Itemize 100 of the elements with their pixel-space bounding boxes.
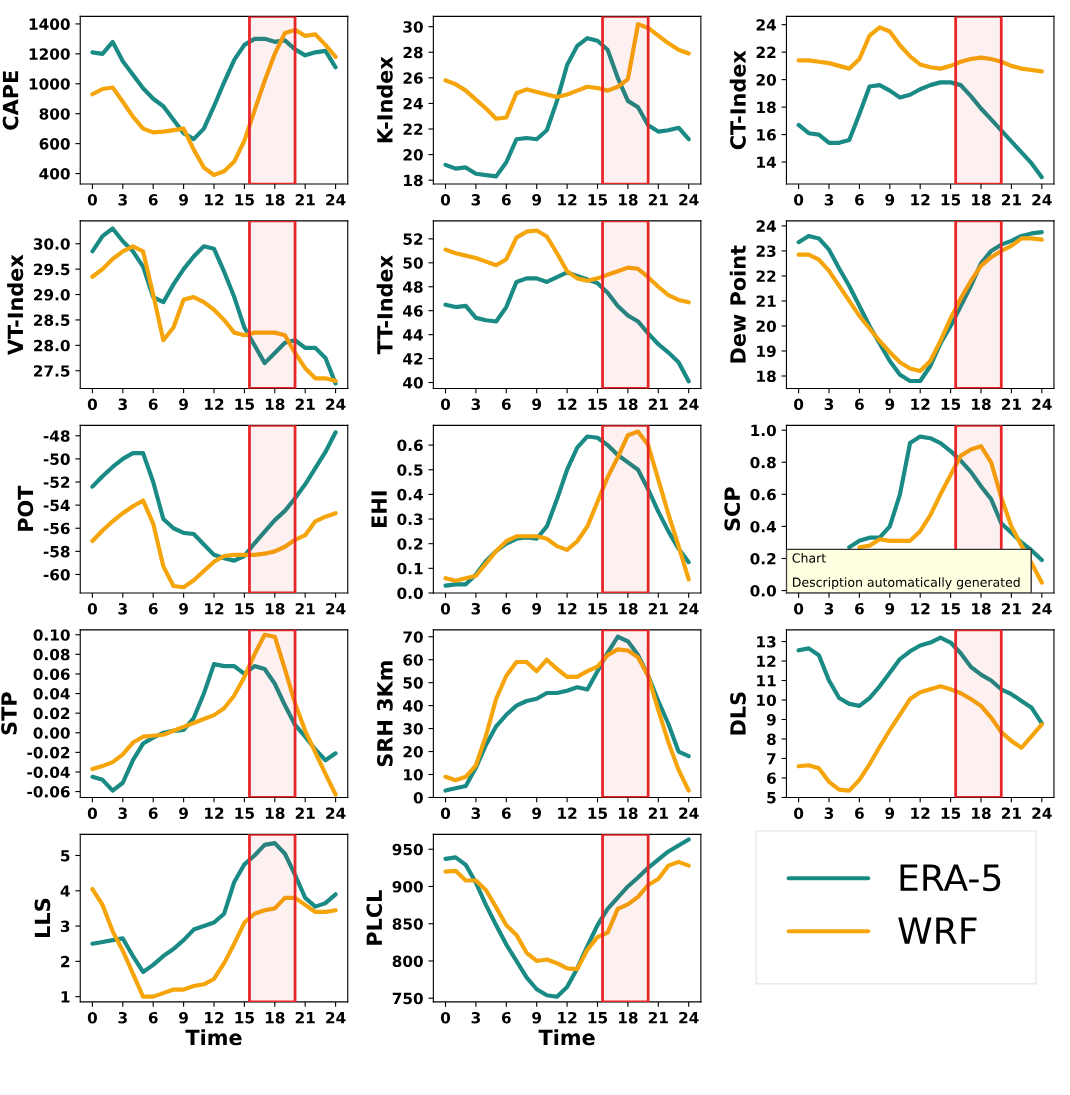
x-tick-label: 3 [471, 194, 481, 206]
y-axis-title: STP [1, 692, 17, 735]
y-tick-label: 0.5 [397, 464, 423, 476]
y-tick-label: 22 [403, 123, 423, 135]
x-tick-label: 21 [1001, 194, 1021, 206]
x-tick-label: 15 [941, 807, 961, 819]
y-axis-title: PLCL [366, 890, 383, 945]
y-tick-label: 0.00 [33, 727, 70, 739]
y-tick-label: 28.0 [34, 339, 70, 352]
x-tick-label: 24 [679, 194, 699, 206]
x-tick-label: 15 [235, 603, 254, 615]
x-tick-label: 3 [824, 398, 834, 411]
x-tick-label: 9 [885, 602, 895, 615]
y-tick-label: 800 [39, 108, 70, 120]
line-series [796, 25, 1044, 74]
x-tick-label: 18 [618, 398, 638, 411]
x-tick-label: 0 [440, 398, 451, 411]
x-tick-label: 0 [87, 1011, 97, 1024]
x-tick-label: 3 [824, 602, 834, 615]
x-tick-label: 18 [618, 1011, 638, 1024]
x-tick-label: 21 [1001, 398, 1021, 410]
y-axis-title: SCP [724, 487, 741, 531]
y-axis-title: DLS [730, 692, 746, 735]
y-tick-label: 2 [61, 955, 70, 968]
x-tick-label: 9 [885, 807, 895, 819]
y-tick-label: 60 [403, 654, 423, 666]
x-tick-label: 24 [679, 807, 699, 819]
x-tick-label: 0 [87, 807, 97, 819]
x-tick-label: 21 [295, 398, 315, 410]
y-tick-label: 0.8 [750, 456, 776, 469]
x-tick-label: 12 [205, 1011, 224, 1024]
y-tick-label: 20 [403, 746, 423, 758]
y-tick-label: 50 [403, 257, 423, 269]
y-tick-label: 6 [767, 772, 776, 784]
x-tick-label: 15 [588, 194, 608, 206]
x-tick-label: 6 [148, 602, 158, 615]
x-tick-label: 0 [794, 194, 804, 206]
legend-label: WRF [898, 917, 977, 944]
y-tick-label: 0 [413, 791, 423, 804]
y-axis-title: POT [17, 485, 34, 531]
x-tick-label: 0 [440, 807, 451, 819]
y-tick-label: 3 [60, 920, 70, 933]
x-tick-label: 12 [911, 602, 930, 615]
y-tick-label: 18 [757, 370, 776, 383]
y-tick-label: 30 [403, 723, 423, 735]
x-tick-label: 21 [648, 194, 668, 206]
y-tick-label: 750 [392, 992, 423, 1005]
x-tick-label: 6 [148, 807, 158, 819]
x-tick-label: 15 [588, 807, 608, 819]
x-tick-label: 12 [911, 807, 930, 819]
x-axis-title: Time [185, 1029, 242, 1046]
x-tick-label: 24 [326, 398, 346, 410]
x-tick-label: 15 [235, 194, 254, 206]
x-tick-label: 0 [87, 194, 97, 206]
y-tick-label: 0.2 [397, 538, 423, 550]
y-tick-label: 0.06 [33, 668, 70, 680]
line-series [443, 36, 691, 179]
x-tick-label: 18 [972, 807, 991, 819]
x-tick-label: 6 [501, 1011, 511, 1024]
line-series [796, 635, 1044, 726]
x-tick-label: 12 [558, 398, 577, 410]
x-tick-label: 12 [205, 398, 224, 410]
x-tick-label: 9 [532, 807, 542, 819]
x-tick-label: 21 [295, 602, 315, 615]
y-tick-label: 0.0 [750, 585, 776, 597]
x-tick-label: 24 [326, 602, 346, 615]
line-series [90, 27, 338, 178]
x-tick-label: 9 [885, 398, 895, 411]
y-axis-title: SRH 3Km [377, 661, 393, 767]
x-axis-title: Time [538, 1029, 595, 1046]
line-series [443, 837, 691, 999]
x-tick-label: 15 [588, 603, 608, 615]
y-tick-label: 11 [757, 675, 776, 687]
x-tick-label: 12 [558, 807, 577, 819]
x-tick-label: 18 [972, 194, 991, 206]
x-tick-label: 0 [794, 807, 804, 819]
y-tick-label: 44 [403, 329, 423, 341]
y-tick-label: 29.5 [34, 263, 70, 276]
y-axis-title: LLS [34, 898, 51, 937]
x-tick-label: 3 [471, 807, 481, 819]
x-tick-label: 18 [265, 1011, 285, 1024]
x-tick-label: 18 [618, 602, 638, 615]
x-tick-label: 24 [679, 1011, 699, 1024]
line-series [90, 886, 338, 999]
y-tick-label: 30.0 [33, 238, 70, 250]
y-tick-label: 13 [757, 636, 776, 648]
y-tick-label: -58 [43, 545, 70, 558]
x-tick-label: 6 [148, 194, 158, 206]
y-tick-label: 24 [756, 220, 777, 232]
x-tick-label: 24 [1032, 807, 1052, 819]
line-series [796, 684, 1044, 793]
y-tick-label: 18 [404, 174, 423, 187]
y-tick-label: 30 [403, 21, 423, 33]
y-tick-label: 1.0 [751, 424, 776, 437]
x-tick-label: 24 [326, 807, 346, 819]
x-tick-label: 6 [501, 398, 511, 411]
y-tick-label: 70 [403, 631, 423, 643]
y-tick-label: 5 [767, 792, 776, 804]
x-tick-label: 15 [235, 1012, 254, 1024]
x-tick-label: 6 [148, 1011, 158, 1024]
